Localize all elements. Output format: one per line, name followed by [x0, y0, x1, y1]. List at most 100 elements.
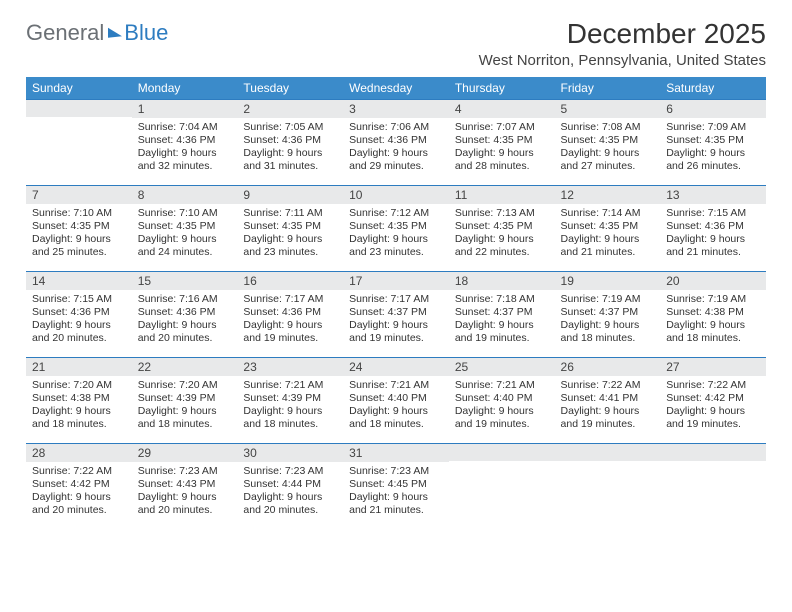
- sunset-text: Sunset: 4:36 PM: [138, 306, 232, 319]
- sunrise-text: Sunrise: 7:20 AM: [32, 379, 126, 392]
- dow-header: Sunday: [26, 77, 132, 99]
- day-body: Sunrise: 7:23 AMSunset: 4:44 PMDaylight:…: [237, 462, 343, 524]
- day-body: Sunrise: 7:11 AMSunset: 4:35 PMDaylight:…: [237, 204, 343, 266]
- day-cell: 28Sunrise: 7:22 AMSunset: 4:42 PMDayligh…: [26, 443, 132, 529]
- daylight-text: Daylight: 9 hours and 21 minutes.: [349, 491, 443, 517]
- day-cell: 20Sunrise: 7:19 AMSunset: 4:38 PMDayligh…: [660, 271, 766, 357]
- day-number: 25: [449, 357, 555, 376]
- day-body: Sunrise: 7:04 AMSunset: 4:36 PMDaylight:…: [132, 118, 238, 180]
- sunrise-text: Sunrise: 7:15 AM: [666, 207, 760, 220]
- daylight-text: Daylight: 9 hours and 23 minutes.: [349, 233, 443, 259]
- sunrise-text: Sunrise: 7:17 AM: [349, 293, 443, 306]
- dow-header: Monday: [132, 77, 238, 99]
- day-body: Sunrise: 7:23 AMSunset: 4:45 PMDaylight:…: [343, 462, 449, 524]
- daylight-text: Daylight: 9 hours and 18 minutes.: [32, 405, 126, 431]
- header: General Blue December 2025 West Norriton…: [26, 18, 766, 69]
- sunset-text: Sunset: 4:41 PM: [561, 392, 655, 405]
- day-body: Sunrise: 7:19 AMSunset: 4:38 PMDaylight:…: [660, 290, 766, 352]
- daylight-text: Daylight: 9 hours and 21 minutes.: [561, 233, 655, 259]
- day-body: Sunrise: 7:23 AMSunset: 4:43 PMDaylight:…: [132, 462, 238, 524]
- day-cell: 19Sunrise: 7:19 AMSunset: 4:37 PMDayligh…: [555, 271, 661, 357]
- day-body: Sunrise: 7:18 AMSunset: 4:37 PMDaylight:…: [449, 290, 555, 352]
- location-text: West Norriton, Pennsylvania, United Stat…: [479, 52, 766, 69]
- day-cell: 30Sunrise: 7:23 AMSunset: 4:44 PMDayligh…: [237, 443, 343, 529]
- week-row: 7Sunrise: 7:10 AMSunset: 4:35 PMDaylight…: [26, 185, 766, 271]
- daylight-text: Daylight: 9 hours and 32 minutes.: [138, 147, 232, 173]
- day-body: Sunrise: 7:22 AMSunset: 4:41 PMDaylight:…: [555, 376, 661, 438]
- sunrise-text: Sunrise: 7:10 AM: [32, 207, 126, 220]
- day-cell: 15Sunrise: 7:16 AMSunset: 4:36 PMDayligh…: [132, 271, 238, 357]
- day-cell: 8Sunrise: 7:10 AMSunset: 4:35 PMDaylight…: [132, 185, 238, 271]
- calendar-page: General Blue December 2025 West Norriton…: [0, 0, 792, 547]
- month-title: December 2025: [479, 18, 766, 50]
- day-number: 26: [555, 357, 661, 376]
- day-cell: 16Sunrise: 7:17 AMSunset: 4:36 PMDayligh…: [237, 271, 343, 357]
- sunset-text: Sunset: 4:44 PM: [243, 478, 337, 491]
- sunset-text: Sunset: 4:42 PM: [666, 392, 760, 405]
- day-number: 20: [660, 271, 766, 290]
- day-body: Sunrise: 7:21 AMSunset: 4:40 PMDaylight:…: [343, 376, 449, 438]
- sunset-text: Sunset: 4:38 PM: [32, 392, 126, 405]
- day-body: Sunrise: 7:10 AMSunset: 4:35 PMDaylight:…: [26, 204, 132, 266]
- daylight-text: Daylight: 9 hours and 19 minutes.: [455, 405, 549, 431]
- daylight-text: Daylight: 9 hours and 31 minutes.: [243, 147, 337, 173]
- day-number: 17: [343, 271, 449, 290]
- sunrise-text: Sunrise: 7:21 AM: [455, 379, 549, 392]
- day-cell: 17Sunrise: 7:17 AMSunset: 4:37 PMDayligh…: [343, 271, 449, 357]
- sunset-text: Sunset: 4:35 PM: [666, 134, 760, 147]
- day-cell: 6Sunrise: 7:09 AMSunset: 4:35 PMDaylight…: [660, 99, 766, 185]
- day-number: 13: [660, 185, 766, 204]
- sunrise-text: Sunrise: 7:17 AM: [243, 293, 337, 306]
- daylight-text: Daylight: 9 hours and 20 minutes.: [32, 319, 126, 345]
- sunset-text: Sunset: 4:35 PM: [561, 220, 655, 233]
- day-cell: 31Sunrise: 7:23 AMSunset: 4:45 PMDayligh…: [343, 443, 449, 529]
- dow-header: Thursday: [449, 77, 555, 99]
- sunrise-text: Sunrise: 7:10 AM: [138, 207, 232, 220]
- day-number: 10: [343, 185, 449, 204]
- daylight-text: Daylight: 9 hours and 19 minutes.: [455, 319, 549, 345]
- sunrise-text: Sunrise: 7:14 AM: [561, 207, 655, 220]
- dow-header: Wednesday: [343, 77, 449, 99]
- daylight-text: Daylight: 9 hours and 18 minutes.: [561, 319, 655, 345]
- sunrise-text: Sunrise: 7:18 AM: [455, 293, 549, 306]
- daylight-text: Daylight: 9 hours and 26 minutes.: [666, 147, 760, 173]
- day-cell: 14Sunrise: 7:15 AMSunset: 4:36 PMDayligh…: [26, 271, 132, 357]
- day-number: 30: [237, 443, 343, 462]
- day-number: 19: [555, 271, 661, 290]
- sunrise-text: Sunrise: 7:22 AM: [32, 465, 126, 478]
- day-number: 22: [132, 357, 238, 376]
- daylight-text: Daylight: 9 hours and 18 minutes.: [138, 405, 232, 431]
- sunset-text: Sunset: 4:36 PM: [243, 134, 337, 147]
- sunset-text: Sunset: 4:38 PM: [666, 306, 760, 319]
- day-body: Sunrise: 7:19 AMSunset: 4:37 PMDaylight:…: [555, 290, 661, 352]
- day-cell: 4Sunrise: 7:07 AMSunset: 4:35 PMDaylight…: [449, 99, 555, 185]
- day-body: Sunrise: 7:15 AMSunset: 4:36 PMDaylight:…: [26, 290, 132, 352]
- daylight-text: Daylight: 9 hours and 19 minutes.: [349, 319, 443, 345]
- sunset-text: Sunset: 4:35 PM: [561, 134, 655, 147]
- daylight-text: Daylight: 9 hours and 18 minutes.: [349, 405, 443, 431]
- sunrise-text: Sunrise: 7:04 AM: [138, 121, 232, 134]
- title-block: December 2025 West Norriton, Pennsylvani…: [479, 18, 766, 69]
- day-cell: 13Sunrise: 7:15 AMSunset: 4:36 PMDayligh…: [660, 185, 766, 271]
- sunset-text: Sunset: 4:35 PM: [349, 220, 443, 233]
- day-number: 8: [132, 185, 238, 204]
- day-cell: 2Sunrise: 7:05 AMSunset: 4:36 PMDaylight…: [237, 99, 343, 185]
- day-number: 6: [660, 99, 766, 118]
- day-cell: 22Sunrise: 7:20 AMSunset: 4:39 PMDayligh…: [132, 357, 238, 443]
- day-body: Sunrise: 7:10 AMSunset: 4:35 PMDaylight:…: [132, 204, 238, 266]
- calendar-table: SundayMondayTuesdayWednesdayThursdayFrid…: [26, 77, 766, 529]
- daylight-text: Daylight: 9 hours and 21 minutes.: [666, 233, 760, 259]
- sunrise-text: Sunrise: 7:20 AM: [138, 379, 232, 392]
- daylight-text: Daylight: 9 hours and 29 minutes.: [349, 147, 443, 173]
- day-cell: [555, 443, 661, 529]
- day-number: 18: [449, 271, 555, 290]
- sunset-text: Sunset: 4:39 PM: [243, 392, 337, 405]
- day-cell: 26Sunrise: 7:22 AMSunset: 4:41 PMDayligh…: [555, 357, 661, 443]
- day-cell: 29Sunrise: 7:23 AMSunset: 4:43 PMDayligh…: [132, 443, 238, 529]
- daylight-text: Daylight: 9 hours and 20 minutes.: [32, 491, 126, 517]
- day-number: 7: [26, 185, 132, 204]
- day-body: Sunrise: 7:08 AMSunset: 4:35 PMDaylight:…: [555, 118, 661, 180]
- sunset-text: Sunset: 4:36 PM: [32, 306, 126, 319]
- sunrise-text: Sunrise: 7:23 AM: [138, 465, 232, 478]
- sunrise-text: Sunrise: 7:16 AM: [138, 293, 232, 306]
